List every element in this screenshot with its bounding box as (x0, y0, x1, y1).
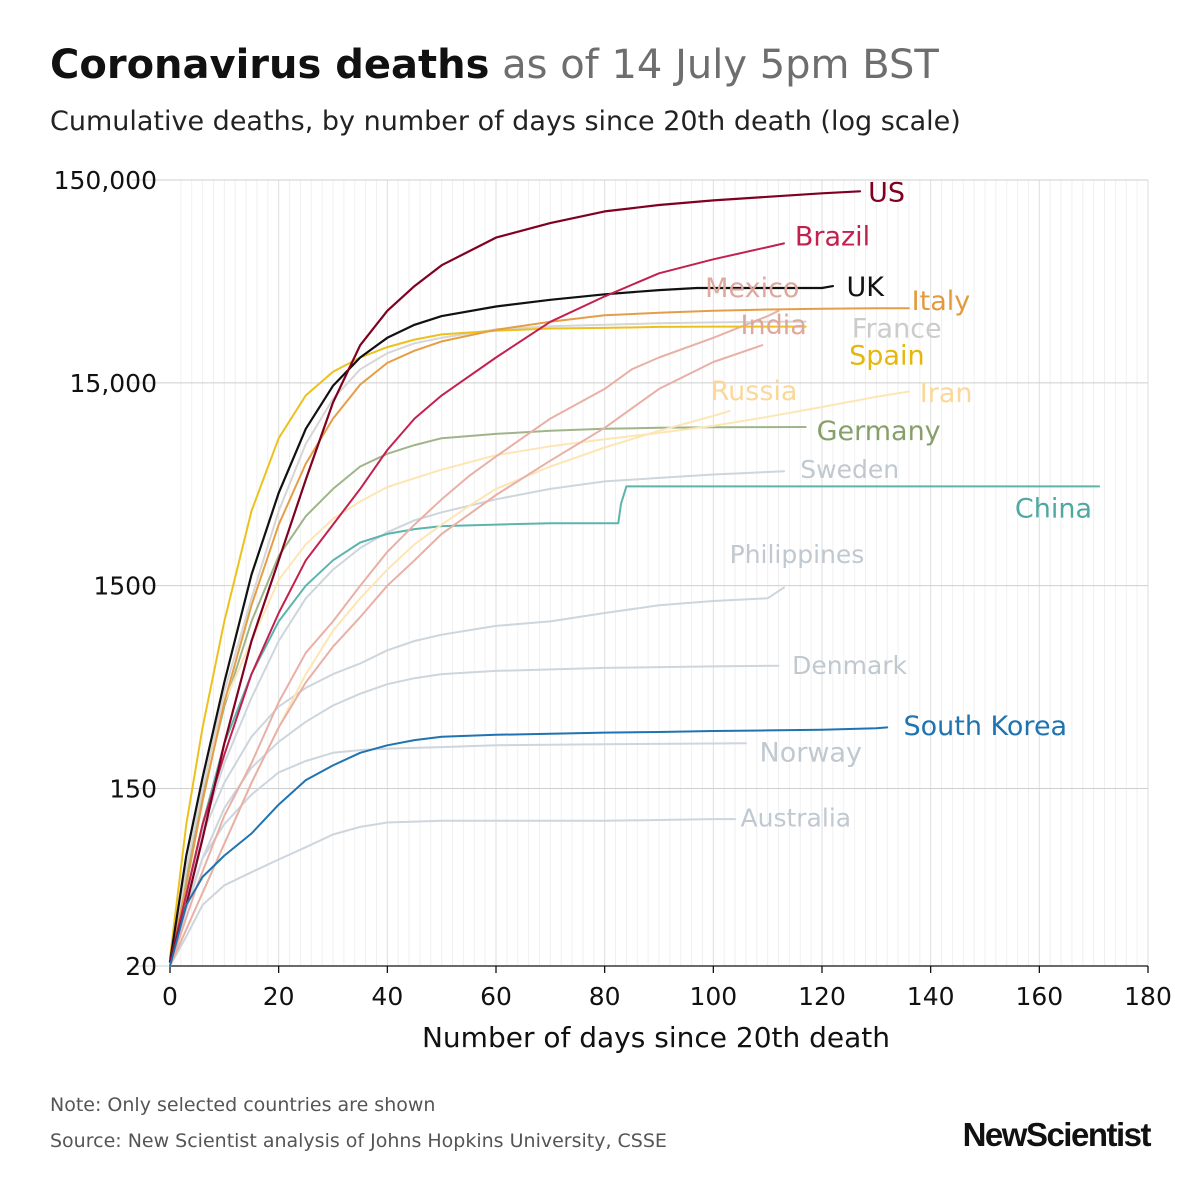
series-label-india: India (741, 310, 807, 341)
series-label-philippines: Philippines (730, 540, 865, 569)
series-line-norway (169, 742, 747, 963)
series-label-norway: Norway (760, 737, 862, 768)
series-label-sweden: Sweden (800, 455, 899, 484)
series-label-brazil: Brazil (795, 221, 870, 252)
x-axis-label: Number of days since 20th death (422, 1021, 890, 1054)
x-tick-label-40: 40 (371, 982, 403, 1011)
footnote: Note: Only selected countries are shown (50, 1094, 436, 1116)
y-tick-label-20: 20 (125, 952, 157, 981)
title-date: as of 14 July 5pm BST (489, 42, 939, 88)
series-line-south-korea (169, 726, 889, 967)
series-label-france: France (852, 313, 942, 344)
line-chart: 0 20 40 60 80 100 120 140 160 18020150150015,0001… (54, 166, 1172, 1054)
x-tick-label-120: 120 (798, 982, 846, 1011)
y-tick-label-15000: 15,000 (70, 369, 157, 398)
y-tick-label-1500: 1500 (93, 572, 157, 601)
series-line-philippines (169, 586, 785, 963)
x-tick-label-100: 100 (689, 982, 737, 1011)
series-label-iran: Iran (920, 378, 973, 409)
chart-title: Coronavirus deaths as of 14 July 5pm BST (50, 42, 939, 88)
series-line-india (169, 344, 764, 967)
series-label-australia: Australia (741, 803, 852, 832)
series-line-germany (169, 426, 807, 967)
series-label-mexico: Mexico (705, 273, 799, 304)
axes: 0 20 40 60 80 100 120 140 160 18020150150015,0001… (54, 166, 1172, 1054)
series-line-iran (169, 390, 910, 967)
x-tick-label-160: 160 (1015, 982, 1063, 1011)
x-tick-label-180: 180 (1124, 982, 1172, 1011)
series-line-italy (169, 307, 910, 963)
series-label-spain: Spain (849, 340, 924, 371)
series-line-mexico (169, 309, 780, 967)
series-line-brazil (169, 242, 785, 963)
series-label-china: China (1015, 494, 1092, 525)
series-label-us: US (868, 178, 905, 209)
new-scientist-logo: NewScientist (962, 1116, 1152, 1153)
series-label-uk: UK (846, 272, 885, 303)
x-tick-label-80: 80 (589, 982, 621, 1011)
series-line-france (169, 320, 807, 967)
series-line-spain (169, 325, 807, 959)
series-line-australia (169, 818, 737, 967)
series-lines (168, 190, 1101, 967)
series-line-denmark (169, 664, 780, 967)
series-label-russia: Russia (711, 376, 798, 407)
series-label-south-korea: South Korea (904, 711, 1068, 742)
series-label-italy: Italy (912, 286, 971, 317)
x-tick-label-0: 0 (162, 982, 178, 1011)
series-label-germany: Germany (817, 416, 941, 447)
series-line-uk (168, 285, 835, 963)
title-bold: Coronavirus deaths (50, 42, 490, 88)
x-tick-label-60: 60 (480, 982, 512, 1011)
series-label-denmark: Denmark (792, 651, 907, 680)
chart-subtitle: Cumulative deaths, by number of days sin… (50, 106, 961, 137)
source-note: Source: New Scientist analysis of Johns … (50, 1130, 667, 1152)
y-tick-label-150: 150 (109, 775, 157, 804)
series-line-us (168, 190, 862, 963)
x-tick-label-20: 20 (263, 982, 295, 1011)
x-tick-label-140: 140 (907, 982, 955, 1011)
y-tick-label-150000: 150,000 (54, 166, 157, 195)
series-line-russia (169, 410, 731, 967)
series-line-sweden (169, 470, 785, 963)
